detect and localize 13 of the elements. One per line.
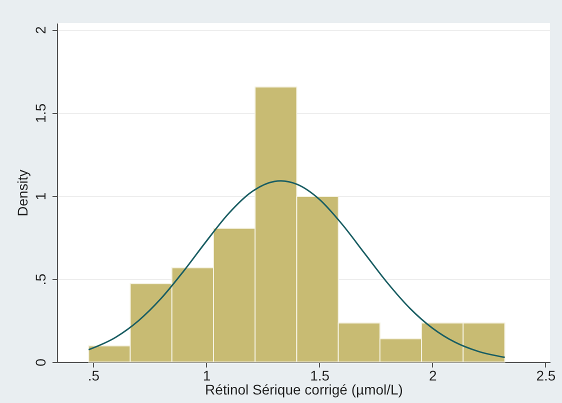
y-tick-label: 1 [32,192,48,200]
y-tick-label: .5 [32,273,48,286]
x-tick-label: 2 [429,368,438,384]
x-axis-title: Rétinol Sérique corrigé (µmol/L) [205,382,403,398]
x-tick-label: 1 [202,368,211,384]
x-tick-label: 1.5 [310,368,330,384]
x-tick-label: 2.5 [536,368,556,384]
y-tick-label: 1.5 [32,103,48,123]
line-series [88,180,506,358]
x-tick-label: .5 [88,368,100,384]
y-axis-title: Density [14,170,30,216]
y-tick-label: 0 [32,358,48,366]
y-tick-label: 2 [32,26,48,34]
